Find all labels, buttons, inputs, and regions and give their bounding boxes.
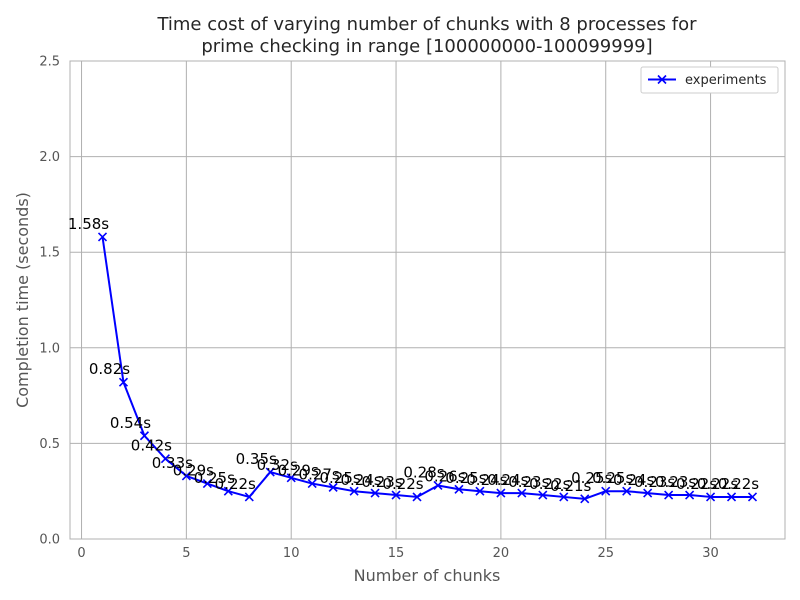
data-label: 0.29s (173, 462, 214, 480)
y-tick-label: 0.5 (39, 437, 60, 452)
data-point (601, 486, 611, 496)
data-labels: 1.58s0.82s0.54s0.42s0.33s0.29s0.25s0.22s… (68, 215, 759, 495)
series-line-experiments (101, 236, 753, 500)
y-tick-label: 1.0 (39, 341, 60, 356)
x-tick-labels: 0 5 10 15 20 25 30 (77, 546, 718, 561)
data-point (223, 486, 233, 496)
data-label: 0.82s (89, 360, 130, 378)
y-tick-label: 1.5 (39, 246, 60, 261)
data-point (118, 377, 129, 387)
data-point (202, 478, 212, 489)
data-label: 0.23s (634, 473, 675, 491)
data-point (97, 232, 108, 242)
data-point (580, 494, 590, 504)
x-axis-label: Number of chunks (354, 566, 501, 585)
data-point (370, 488, 380, 498)
data-label: 0.28s (403, 463, 444, 481)
data-point (391, 490, 401, 500)
data-point (747, 492, 758, 502)
y-tick-label: 2.0 (39, 150, 60, 165)
data-point (307, 478, 317, 489)
series-layer (97, 232, 758, 504)
plot-frame (69, 60, 786, 540)
y-tick-label: 2.5 (39, 55, 60, 70)
x-tick-label: 15 (388, 546, 405, 561)
data-label: 0.22s (382, 475, 423, 493)
x-tick-label: 0 (77, 546, 85, 561)
data-point (685, 490, 695, 500)
data-label: 0.24s (487, 471, 528, 489)
data-label: 0.25s (571, 469, 612, 487)
y-axis-label: Completion time (seconds) (13, 192, 32, 408)
data-label: 1.58s (68, 215, 109, 233)
data-label: 0.24s (340, 471, 381, 489)
data-point (328, 482, 338, 492)
data-label: 0.27s (299, 465, 340, 483)
data-label: 0.22s (697, 475, 738, 493)
data-point (496, 488, 506, 498)
data-label: 0.32s (257, 456, 298, 474)
legend-label-experiments: experiments (685, 73, 767, 88)
data-point (622, 486, 632, 496)
data-label: 0.25s (445, 469, 486, 487)
data-point (286, 473, 296, 483)
data-point (244, 492, 254, 502)
data-label: 0.26s (424, 467, 465, 485)
data-point (265, 467, 275, 477)
legend-box (640, 66, 779, 94)
data-point (412, 492, 422, 502)
data-label: 0.54s (110, 414, 151, 432)
x-tick-label: 25 (597, 546, 614, 561)
data-point (349, 486, 359, 496)
data-point (726, 492, 737, 502)
data-label: 0.25s (592, 469, 633, 487)
legend-marker (657, 74, 667, 85)
data-label: 0.22s (215, 475, 256, 493)
data-point (433, 480, 443, 491)
data-label: 0.22s (529, 475, 570, 493)
chart-title-line-1: Time cost of varying number of chunks wi… (156, 14, 697, 35)
data-label: 0.23s (655, 473, 696, 491)
legend: experiments (640, 66, 779, 94)
data-label: 0.22s (676, 475, 717, 493)
data-point (181, 471, 191, 481)
x-tick-label: 10 (283, 546, 300, 561)
chart-title-line-2: prime checking in range [100000000-10009… (201, 36, 652, 57)
data-point (517, 488, 527, 498)
data-label: 0.35s (236, 450, 277, 468)
x-tick-label: 5 (182, 546, 190, 561)
data-label: 0.33s (152, 454, 193, 472)
data-label: 0.42s (131, 437, 172, 455)
data-point (643, 488, 653, 498)
data-label: 0.21s (550, 477, 591, 495)
data-point (538, 490, 548, 500)
x-tick-label: 20 (493, 546, 510, 561)
data-point (705, 492, 716, 502)
data-label: 0.25s (320, 469, 361, 487)
data-label: 0.22s (718, 475, 759, 493)
data-label: 0.29s (278, 462, 319, 480)
data-label: 0.25s (194, 469, 235, 487)
data-label: 0.24s (466, 471, 507, 489)
y-tick-label: 0.0 (39, 533, 60, 548)
data-point (454, 484, 464, 494)
data-point (664, 490, 674, 500)
data-point (475, 486, 485, 496)
x-tick-label: 30 (702, 546, 719, 561)
data-label: 0.24s (613, 471, 654, 489)
data-point (139, 431, 150, 441)
y-tick-labels: 0.0 0.5 1.0 1.5 2.0 2.5 (39, 55, 60, 548)
data-label: 0.23s (508, 473, 549, 491)
data-label: 0.23s (361, 473, 402, 491)
data-point (559, 492, 569, 502)
data-point (160, 454, 170, 464)
